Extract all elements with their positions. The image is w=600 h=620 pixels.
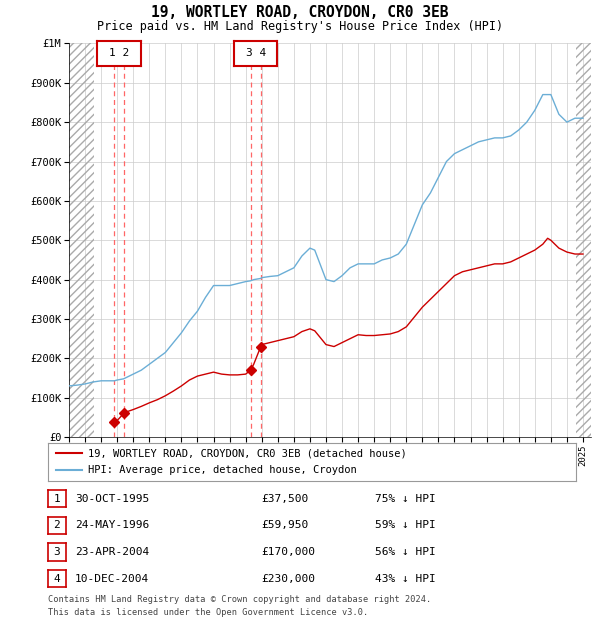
Bar [576, 43, 600, 437]
Text: 19, WORTLEY ROAD, CROYDON, CR0 3EB (detached house): 19, WORTLEY ROAD, CROYDON, CR0 3EB (deta… [88, 448, 406, 458]
Text: 10-DEC-2004: 10-DEC-2004 [75, 574, 149, 584]
Text: 19, WORTLEY ROAD, CROYDON, CR0 3EB: 19, WORTLEY ROAD, CROYDON, CR0 3EB [151, 5, 449, 20]
Text: 23-APR-2004: 23-APR-2004 [75, 547, 149, 557]
Text: £37,500: £37,500 [261, 494, 308, 504]
Text: Price paid vs. HM Land Registry's House Price Index (HPI): Price paid vs. HM Land Registry's House … [97, 20, 503, 33]
Text: 1: 1 [53, 494, 61, 504]
Text: 43% ↓ HPI: 43% ↓ HPI [375, 574, 436, 584]
Text: HPI: Average price, detached house, Croydon: HPI: Average price, detached house, Croy… [88, 466, 356, 476]
Text: £59,950: £59,950 [261, 520, 308, 531]
Bar [69, 43, 94, 437]
Text: 56% ↓ HPI: 56% ↓ HPI [375, 547, 436, 557]
Text: £170,000: £170,000 [261, 547, 315, 557]
Text: Contains HM Land Registry data © Crown copyright and database right 2024.: Contains HM Land Registry data © Crown c… [48, 595, 431, 604]
Text: This data is licensed under the Open Government Licence v3.0.: This data is licensed under the Open Gov… [48, 608, 368, 617]
Text: £230,000: £230,000 [261, 574, 315, 584]
Text: 3 4: 3 4 [245, 48, 266, 58]
Text: 59% ↓ HPI: 59% ↓ HPI [375, 520, 436, 531]
Text: 1 2: 1 2 [109, 48, 129, 58]
Text: 3: 3 [53, 547, 61, 557]
Text: 24-MAY-1996: 24-MAY-1996 [75, 520, 149, 531]
Text: 2: 2 [53, 520, 61, 531]
Text: 75% ↓ HPI: 75% ↓ HPI [375, 494, 436, 504]
Text: 4: 4 [53, 574, 61, 584]
Text: 30-OCT-1995: 30-OCT-1995 [75, 494, 149, 504]
